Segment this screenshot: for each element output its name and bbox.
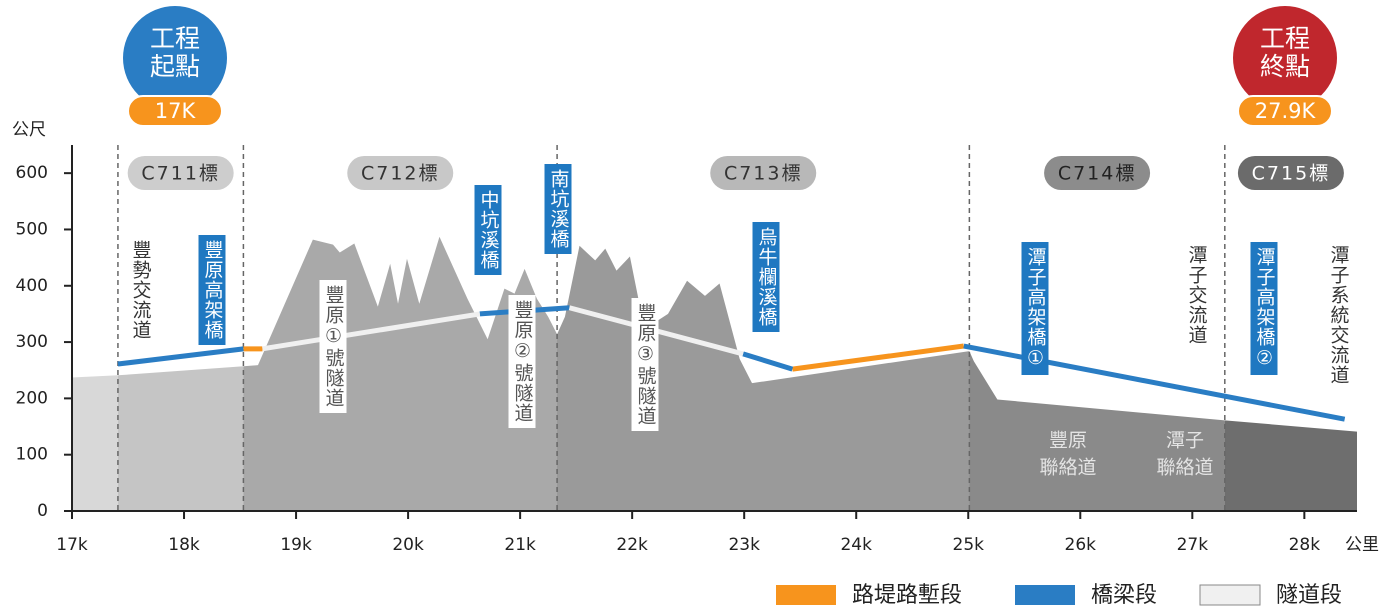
feature-label: 潭子系統交流道 (1329, 240, 1348, 390)
y-tick-label: 300 (16, 332, 48, 352)
section-name: C715標 (1252, 163, 1331, 185)
y-tick-label: 100 (16, 445, 48, 465)
x-tick-label: 22k (616, 535, 648, 555)
x-tick-label: 19k (280, 535, 312, 555)
marker-title: 起點 (150, 52, 200, 81)
feature-label: 潭子高架橋① (1022, 242, 1049, 375)
legend-label: 路堤路塹段 (852, 583, 962, 608)
link-road-label: 聯絡道 (1156, 457, 1213, 479)
y-axis-title: 公尺 (12, 120, 46, 140)
marker-title: 工程 (1260, 24, 1310, 53)
legend-swatch (1015, 585, 1075, 605)
marker-title: 終點 (1260, 52, 1310, 81)
feature-label: 潭子交流道 (1187, 240, 1206, 350)
feature-label: 豐原②號隧道 (509, 295, 536, 428)
x-tick-label: 28k (1289, 535, 1321, 555)
feature-label: 烏牛欄溪橋 (753, 222, 780, 332)
feature-label: 豐原高架橋 (199, 235, 226, 345)
x-tick-label: 25k (953, 535, 985, 555)
legend-label: 隧道段 (1276, 583, 1342, 608)
section-name: C712標 (361, 163, 440, 185)
feature-label: 南坑溪橋 (545, 164, 572, 254)
x-tick-label: 24k (840, 535, 872, 555)
x-tick-label: 20k (392, 535, 424, 555)
legend-swatch (1200, 585, 1260, 605)
x-tick-label: 27k (1177, 535, 1209, 555)
marker-label: 17K (155, 99, 197, 123)
link-road-label: 聯絡道 (1039, 457, 1096, 479)
link-road-label: 豐原 (1049, 430, 1087, 452)
link-road-label: 潭子 (1166, 430, 1204, 452)
section-name: C711標 (141, 163, 220, 185)
section-name: C714標 (1058, 163, 1137, 185)
page: C711標 C712標 C713標 C714標 C715標 0 100 200 300 400 50… (0, 0, 1395, 609)
feature-label: 中坑溪橋 (475, 185, 502, 275)
y-tick-label: 200 (16, 388, 48, 408)
legend-label: 橋梁段 (1091, 583, 1157, 608)
section-name: C713標 (724, 163, 803, 185)
y-tick-label: 600 (16, 163, 48, 183)
y-tick-label: 400 (16, 276, 48, 296)
feature-label: 豐原③號隧道 (632, 298, 659, 431)
y-tick-label: 0 (37, 501, 48, 521)
marker-title: 工程 (150, 24, 200, 53)
road-segment (743, 354, 792, 369)
x-tick-label: 17k (56, 535, 88, 555)
marker-label: 27.9K (1255, 99, 1317, 123)
x-tick-label: 18k (168, 535, 200, 555)
y-tick-label: 500 (16, 219, 48, 239)
road-segment (118, 349, 243, 364)
x-tick-label: 21k (504, 535, 536, 555)
feature-label: 豐原①號隧道 (320, 280, 347, 413)
legend-swatch (776, 585, 836, 605)
feature-label: 潭子高架橋② (1251, 242, 1278, 375)
x-tick-label: 26k (1065, 535, 1097, 555)
x-axis-title: 公里 (1345, 535, 1379, 555)
feature-label: 豐勢交流道 (131, 235, 150, 345)
x-tick-label: 23k (728, 535, 760, 555)
